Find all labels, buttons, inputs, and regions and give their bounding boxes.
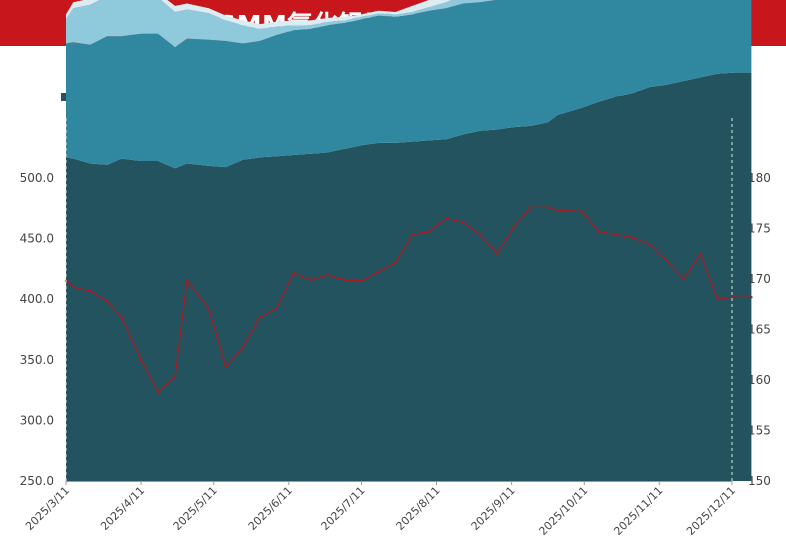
x-tick-label: 2025/12/11 [684, 484, 738, 538]
legend-label-port-stock: 港口库存 [532, 90, 581, 104]
x-tick-label: 2025/10/11 [536, 484, 590, 538]
legend-line-weekly-output [603, 96, 631, 97]
output-point [106, 300, 109, 303]
output-point [556, 209, 559, 212]
legend-item-raw-stock: 电解铝厂原料库存 [61, 88, 189, 105]
legend-item-shfe-stock: SHFE库存期货 [363, 88, 474, 105]
output-point [173, 375, 177, 379]
output-point [326, 273, 329, 277]
legend-label-finished-stock: 氧化铝厂成品库存 [241, 90, 338, 104]
output-point [258, 316, 261, 319]
y-right-tick-label: 155 [748, 424, 771, 438]
output-point [665, 259, 668, 262]
output-point [224, 365, 227, 369]
legend: 电解铝厂原料库存 氧化铝厂成品库存 SHFE库存期货 港口库存 氧化铝周度产量 [0, 88, 786, 106]
x-tick-label: 2025/7/11 [319, 484, 368, 533]
output-point [207, 308, 211, 311]
watermark-text: 上海有色网 [312, 190, 452, 219]
output-point [512, 225, 516, 228]
output-point [275, 307, 278, 310]
output-point [156, 390, 160, 394]
legend-item-port-stock: 港口库存 [500, 88, 580, 105]
output-point [733, 296, 736, 299]
x-tick-label: 2025/11/11 [611, 484, 665, 538]
output-point [241, 346, 244, 349]
output-point [682, 277, 685, 281]
y-right-tick-label: 150 [748, 474, 771, 488]
output-point [648, 243, 651, 246]
output-point [309, 278, 312, 282]
y-left-tick-label: 450.0 [20, 232, 54, 246]
y-left-tick-label: 500.0 [20, 171, 54, 185]
output-point [377, 270, 380, 274]
output-point [699, 252, 702, 255]
output-point [614, 233, 617, 236]
output-point [394, 261, 397, 264]
output-point [546, 206, 550, 209]
output-point [478, 233, 482, 236]
x-tick-label: 2025/9/11 [469, 484, 518, 533]
output-point [597, 230, 600, 233]
legend-swatch-raw-stock [61, 92, 89, 101]
y-right-tick-label: 165 [748, 323, 771, 337]
output-point [716, 298, 719, 301]
legend-swatch-shfe-stock [363, 92, 391, 101]
x-tick-label: 2025/3/11 [23, 484, 72, 533]
output-point [428, 230, 431, 233]
output-point [139, 358, 143, 361]
output-point [120, 316, 123, 319]
y-left-tick-label: 350.0 [20, 353, 54, 367]
y-right-tick-label: 180 [748, 171, 771, 185]
output-line [65, 206, 752, 394]
x-tick-label: 2025/8/11 [394, 484, 443, 533]
output-point [72, 285, 75, 289]
watermark: SMM 上海有色网 [312, 140, 452, 219]
watermark-logo: SMM [314, 140, 450, 198]
output-point [495, 252, 499, 255]
y-right-tick-label: 170 [748, 272, 771, 286]
legend-item-weekly-output: 氧化铝周度产量 [603, 88, 719, 105]
y-left-tick-label: 250.0 [20, 474, 54, 488]
legend-swatch-port-stock [500, 92, 528, 101]
y-right-tick-label: 175 [748, 222, 771, 236]
chart-title: 氧化铝周度库存（万吨） [321, 56, 465, 71]
output-point [580, 210, 583, 213]
output-point [343, 278, 346, 282]
y-left-tick-label: 300.0 [20, 413, 54, 427]
output-line-layer [64, 206, 753, 394]
output-point [411, 233, 414, 236]
output-point [462, 221, 465, 224]
output-point [631, 236, 634, 239]
output-point [89, 289, 92, 293]
output-point [360, 279, 363, 283]
legend-label-weekly-output: 氧化铝周度产量 [635, 90, 720, 104]
legend-item-finished-stock: 氧化铝厂成品库存 [209, 88, 337, 105]
x-tick-label: 2025/5/11 [171, 484, 220, 533]
output-point [529, 206, 533, 209]
x-tick-label: 2025/4/11 [98, 484, 147, 533]
axes: 250.0 300.0 350.0 400.0 450.0 500.0 150 155 160 1… [20, 118, 771, 538]
y-right-tick-label: 160 [748, 373, 771, 387]
output-point [445, 217, 448, 220]
legend-swatch-finished-stock [209, 92, 237, 101]
output-point [185, 278, 189, 282]
x-tick-label: 2025/6/11 [246, 484, 295, 533]
y-left-tick-label: 400.0 [20, 292, 54, 306]
output-point [292, 271, 295, 275]
legend-label-raw-stock: 电解铝厂原料库存 [93, 90, 190, 104]
legend-label-shfe-stock: SHFE库存期货 [395, 90, 475, 104]
output-point [750, 296, 753, 299]
area-series-0 [66, 72, 752, 481]
banner-title: SMM氧化铝周度库存（万吨） [0, 0, 786, 46]
stacked-areas [66, 0, 752, 481]
output-point [64, 279, 68, 283]
